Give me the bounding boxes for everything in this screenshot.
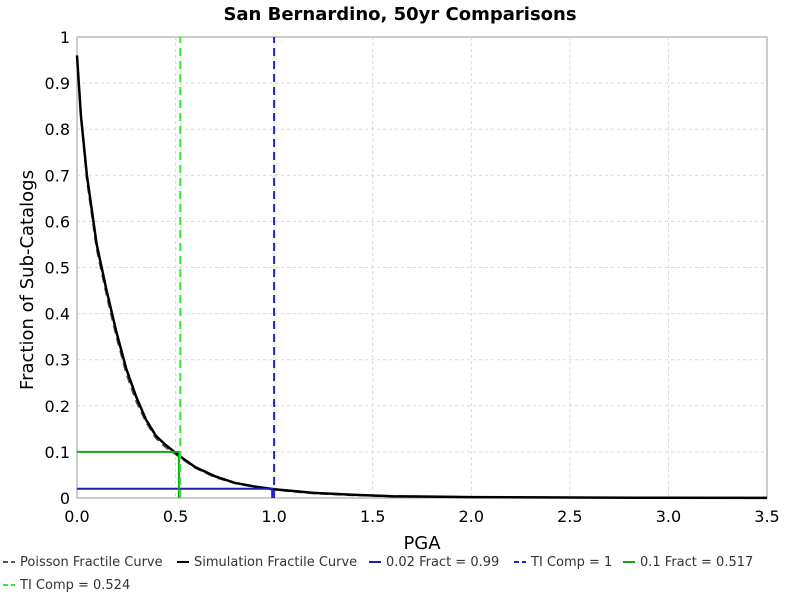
x-axis-label: PGA <box>403 533 441 554</box>
y-tick-label: 0.1 <box>45 443 70 462</box>
series-layer <box>75 37 768 500</box>
y-tick-label: 1 <box>60 28 70 47</box>
y-tick-label: 0.7 <box>45 166 70 185</box>
y-tick-label: 0.3 <box>45 351 70 370</box>
x-tick-label: 1.5 <box>360 507 385 526</box>
y-tick-label: 0.9 <box>45 74 70 93</box>
legend-label-0: Poisson Fractile Curve <box>20 555 163 570</box>
chart-title: San Bernardino, 50yr Comparisons <box>223 4 576 25</box>
y-tick-label: 0.8 <box>45 120 70 139</box>
y-axis-label: Fraction of Sub-Catalogs <box>17 170 38 390</box>
legend-label-2: 0.02 Fract = 0.99 <box>386 555 499 570</box>
x-tick-label: 0.0 <box>64 507 89 526</box>
series-line-1 <box>75 55 768 500</box>
x-tick-label: 1.0 <box>261 507 286 526</box>
y-tick-label: 0.4 <box>45 305 70 324</box>
legend-label-3: TI Comp = 1 <box>530 555 612 570</box>
axis-ticks: 0.0 0.5 1.0 1.5 2.0 2.5 3.0 3.5 0 0.1 0.2 0.3 0.4 0.5… <box>45 28 780 526</box>
y-tick-label: 0.6 <box>45 212 70 231</box>
legend: Poisson Fractile Curve Simulation Fractil… <box>3 555 753 593</box>
series-line-4 <box>77 450 180 498</box>
legend-label-5: TI Comp = 0.524 <box>19 578 130 593</box>
legend-label-1: Simulation Fractile Curve <box>194 555 357 570</box>
y-tick-label: 0.2 <box>45 397 70 416</box>
series-line-2 <box>77 487 274 498</box>
legend-label-4: 0.1 Fract = 0.517 <box>640 555 753 570</box>
x-tick-label: 0.5 <box>163 507 188 526</box>
x-tick-label: 3.5 <box>754 507 779 526</box>
y-tick-label: 0 <box>60 489 70 508</box>
x-tick-label: 2.5 <box>557 507 582 526</box>
x-tick-label: 3.0 <box>656 507 681 526</box>
grid <box>77 37 767 498</box>
x-tick-label: 2.0 <box>459 507 484 526</box>
y-tick-label: 0.5 <box>45 259 70 278</box>
